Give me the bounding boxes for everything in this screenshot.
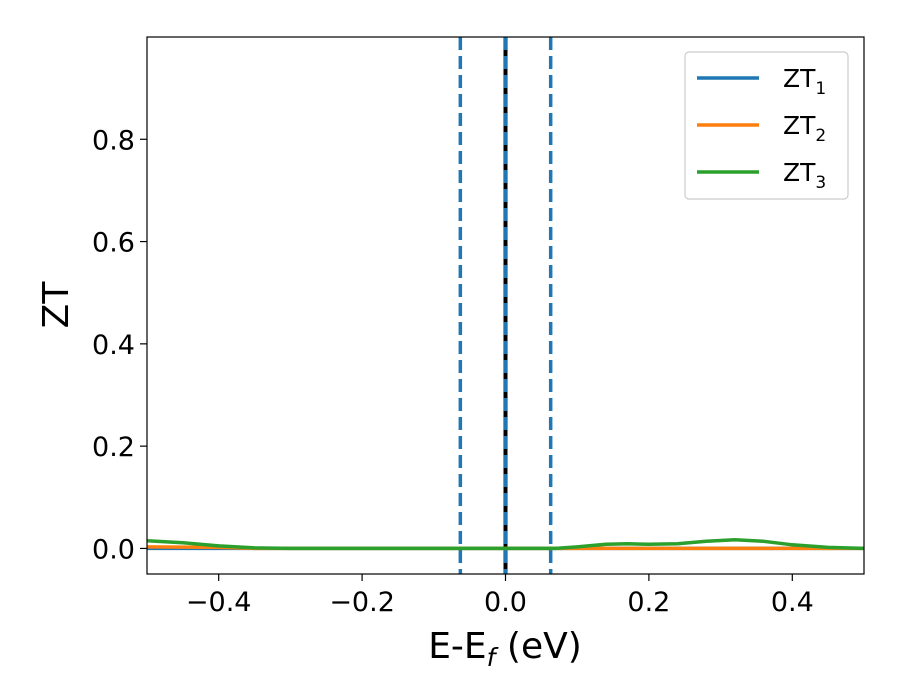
- legend-frame: [684, 51, 849, 200]
- x-axis-ticks: −0.4 −0.2 0.0 0.2 0.4: [186, 574, 814, 618]
- x-tick-label: −0.4: [186, 587, 252, 618]
- vertical-lines: [458, 37, 553, 574]
- legend-label-2: ZT2: [783, 111, 826, 146]
- x-tick-label: −0.2: [329, 587, 395, 618]
- legend-items: ZT1 ZT2 ZT3: [697, 64, 826, 193]
- y-tick-label: 0.8: [92, 125, 135, 156]
- y-tick-label: 0.4: [92, 330, 135, 361]
- y-tick-label: 0.0: [92, 534, 135, 565]
- series-line-3: [147, 537, 864, 551]
- y-tick-label: 0.2: [92, 432, 135, 463]
- x-axis-title: E-Ef (eV): [428, 626, 582, 672]
- y-axis-ticks: 0.0 0.2 0.4 0.6 0.8: [92, 125, 147, 565]
- y-axis-title: ZT: [36, 281, 77, 329]
- legend-label-1: ZT1: [783, 64, 826, 99]
- y-tick-label: 0.6: [92, 228, 135, 259]
- x-tick-label: 0.2: [627, 587, 670, 618]
- x-axis-title-unit: (eV): [495, 626, 581, 667]
- series-lines: [147, 537, 864, 551]
- x-axis-title-main: E-E: [428, 626, 486, 667]
- legend: ZT1 ZT2 ZT3: [684, 51, 849, 200]
- x-tick-label: 0.0: [484, 587, 527, 618]
- legend-label-3: ZT3: [783, 158, 826, 193]
- x-tick-label: 0.4: [771, 587, 814, 618]
